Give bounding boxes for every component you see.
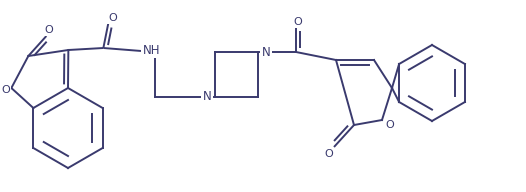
Text: NH: NH bbox=[143, 44, 160, 56]
Text: O: O bbox=[325, 149, 333, 159]
Text: O: O bbox=[294, 17, 302, 27]
Text: O: O bbox=[108, 13, 117, 23]
Text: O: O bbox=[44, 25, 53, 35]
Text: O: O bbox=[386, 120, 394, 130]
Text: N: N bbox=[261, 46, 270, 59]
Text: O: O bbox=[1, 85, 10, 95]
Text: N: N bbox=[203, 90, 211, 103]
